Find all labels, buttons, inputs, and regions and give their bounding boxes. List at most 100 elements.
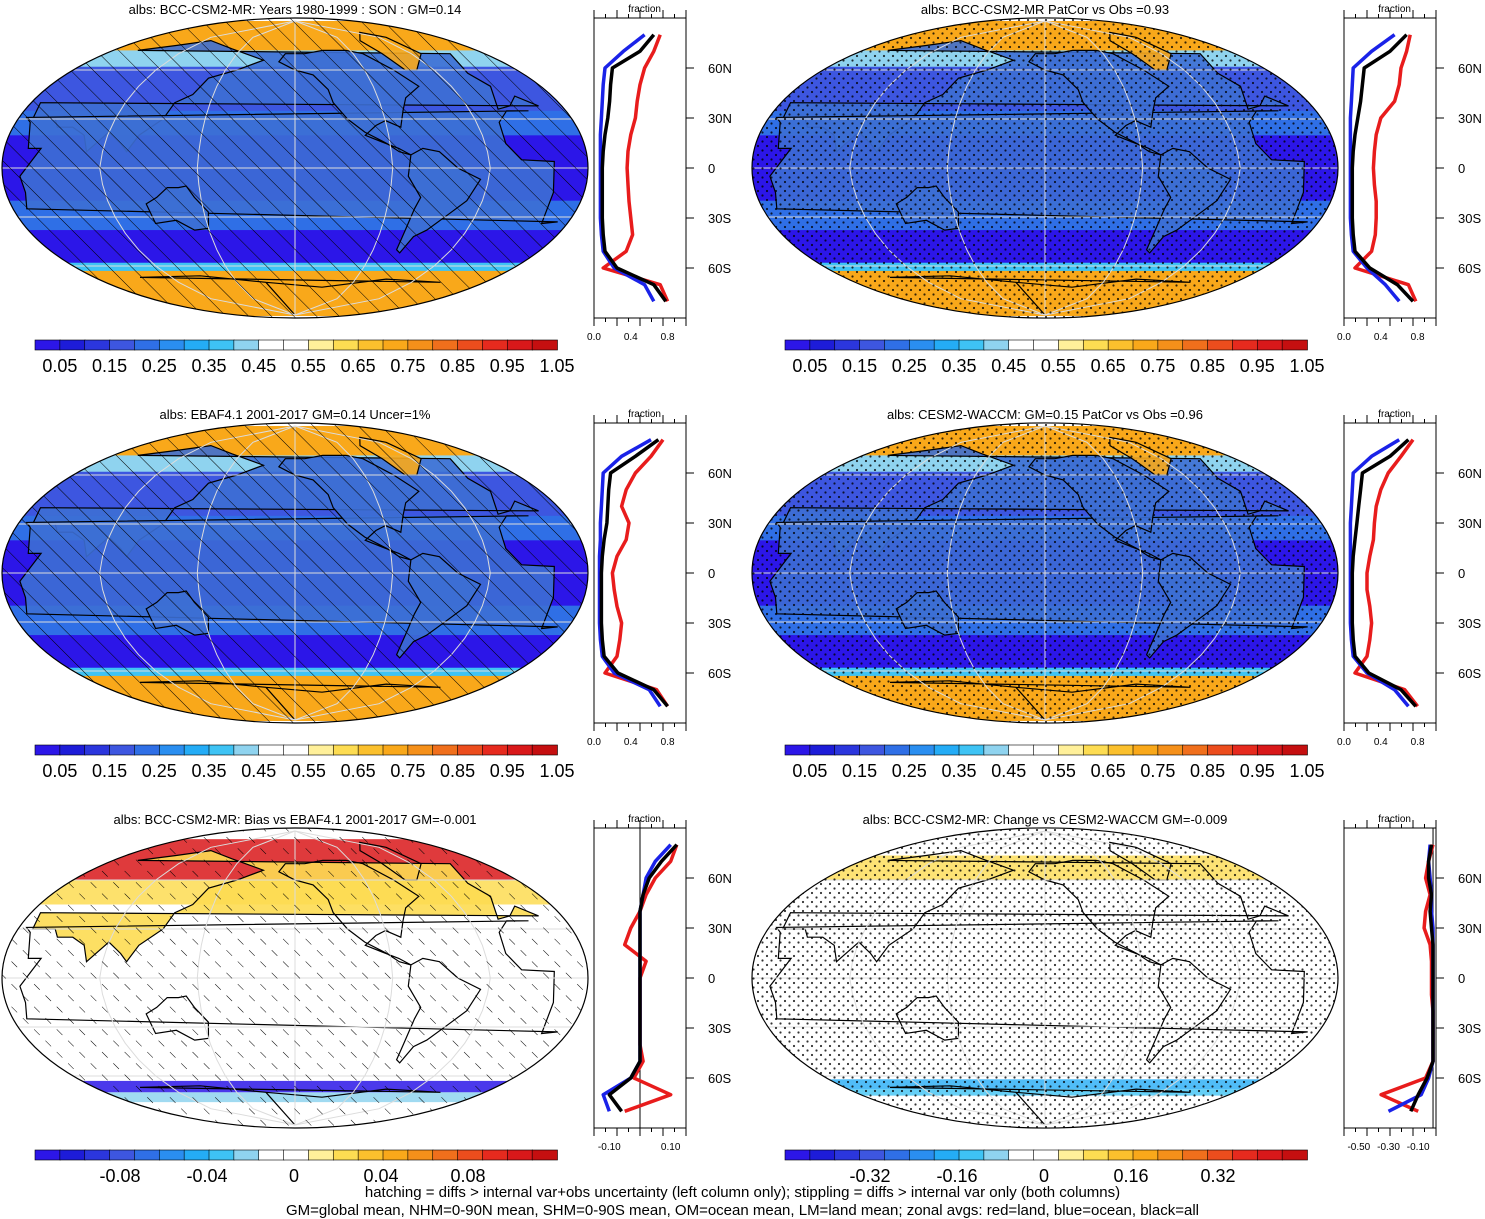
colorbar-swatch [983,1149,1010,1161]
colorbar-swatch [332,339,359,351]
zonal-x-label: -0.10 [1407,1142,1430,1153]
zonal-title: fraction [1378,409,1411,420]
colorbar-swatch [134,744,161,756]
colorbar-swatch [531,339,558,351]
colorbar-swatch [908,339,935,351]
zonal-lat-label: 30S [1458,1021,1481,1036]
colorbar-swatch [506,339,533,351]
colorbar-swatch [1107,339,1134,351]
colorbar-swatch [34,1149,61,1161]
hatching-overlay [2,828,588,1128]
colorbar-swatch [1132,1149,1159,1161]
colorbar-swatch [59,1149,86,1161]
colorbar-swatch [1082,1149,1109,1161]
colorbar-swatch [332,744,359,756]
colorbar-swatch [308,339,335,351]
colorbar-swatch [1132,339,1159,351]
map-title: albs: CESM2-WACCM: GM=0.15 PatCor vs Obs… [887,407,1203,422]
zonal-title: fraction [628,4,661,15]
colorbar-label: 0.35 [191,356,226,376]
map-border [1,422,589,724]
colorbar-swatch [1082,339,1109,351]
zonal-x-label: 0.8 [1411,737,1425,748]
colorbar-swatch [1182,1149,1209,1161]
colorbar-swatch [1058,339,1085,351]
colorbar-swatch [1281,744,1308,756]
zonal-lat-label: 60N [708,61,732,76]
colorbar-swatch [407,339,434,351]
zonal-lat-label: 60S [1458,666,1481,681]
zonal-series-all [607,843,679,1113]
colorbar-swatch [1107,744,1134,756]
colorbar-swatch [1132,744,1159,756]
zonal-series-land [603,438,670,708]
colorbar-swatch [432,339,459,351]
colorbar-swatch [283,1149,310,1161]
colorbar-label: 0.95 [490,761,525,781]
zonal-series-all [1409,844,1435,1113]
zonal-title: fraction [1378,4,1411,15]
colorbar-swatch [233,339,260,351]
colorbar-swatch [134,339,161,351]
panel-4: albs: CESM2-WACCM: GM=0.15 PatCor vs Obs… [751,407,1482,781]
zonal-lat-label: 60N [1458,61,1482,76]
colorbar-swatch [482,1149,509,1161]
colorbar-label: 0.55 [291,356,326,376]
colorbar-label: 0.15 [92,761,127,781]
panel-3: albs: EBAF4.1 2001-2017 GM=0.14 Uncer=1%… [1,407,732,781]
colorbar-swatch [1207,744,1234,756]
zonal-x-label: 0.4 [1374,332,1388,343]
colorbar-label: 0.95 [490,356,525,376]
zonal-lat-label: 0 [1458,971,1465,986]
colorbar-swatch [183,1149,210,1161]
colorbar-swatch [983,339,1010,351]
colorbar-swatch [834,744,861,756]
colorbar-swatch [1008,744,1035,756]
zonal-x-label: 0.8 [661,332,675,343]
map-border [1,827,589,1129]
colorbar-swatch [1058,1149,1085,1161]
colorbar-swatch [158,1149,185,1161]
map-title: albs: BCC-CSM2-MR: Years 1980-1999 : SON… [129,2,462,17]
map-title: albs: BCC-CSM2-MR PatCor vs Obs =0.93 [921,2,1169,17]
stippling-overlay [752,18,1338,318]
map-border [751,17,1339,319]
zonal-x-label: 0.8 [1411,332,1425,343]
zonal-lat-label: 0 [708,971,715,986]
map-border [751,422,1339,724]
zonal-series-land [601,34,670,303]
colorbar-label: 0.55 [1041,761,1076,781]
zonal-x-label: 0.0 [1337,332,1351,343]
colorbar-swatch [506,744,533,756]
colorbar-label: 0.75 [1140,356,1175,376]
panel-6: albs: BCC-CSM2-MR: Change vs CESM2-WACCM… [751,812,1482,1186]
colorbar-label: -0.32 [849,1166,890,1186]
colorbar-label: 0.95 [1240,356,1275,376]
colorbar-swatch [958,339,985,351]
zonal-frame [593,17,687,319]
footer-line-2: GM=global mean, NHM=0-90N mean, SHM=0-90… [285,1202,1199,1219]
colorbar-swatch [59,339,86,351]
colorbar-label: 0.65 [1091,356,1126,376]
colorbar-label: 0.85 [1190,761,1225,781]
colorbar-label: 0.45 [241,761,276,781]
colorbar-swatch [933,744,960,756]
colorbar-label: 1.05 [539,761,574,781]
colorbar-swatch [1232,339,1259,351]
colorbar-label: 0.05 [42,356,77,376]
colorbar-label: 0.35 [941,761,976,781]
colorbar-swatch [859,744,886,756]
colorbar-swatch [1008,1149,1035,1161]
colorbar-swatch [809,744,836,756]
colorbar-swatch [407,744,434,756]
colorbar-label: 0.25 [142,356,177,376]
map-title: albs: EBAF4.1 2001-2017 GM=0.14 Uncer=1% [160,407,431,422]
zonal-x-label: 0.0 [587,332,601,343]
colorbar-swatch [1157,744,1184,756]
zonal-lat-label: 30S [1458,616,1481,631]
colorbar-swatch [958,1149,985,1161]
map-field [752,423,1338,723]
colorbar-swatch [908,744,935,756]
colorbar-swatch [809,339,836,351]
zonal-series-land [1353,438,1419,708]
